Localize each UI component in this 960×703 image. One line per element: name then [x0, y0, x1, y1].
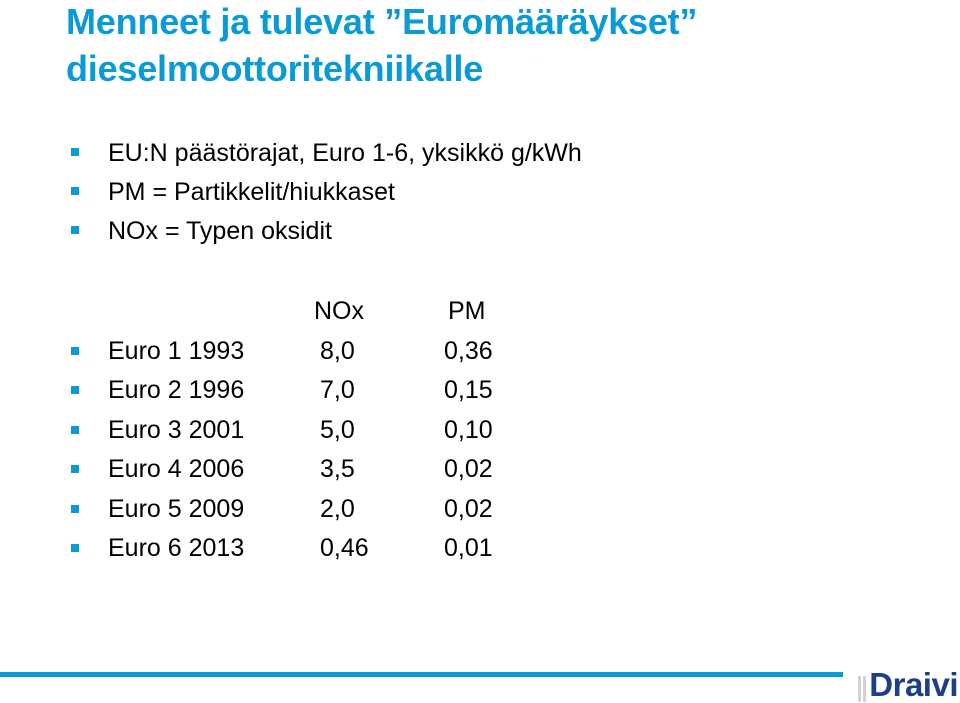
footer-divider [0, 672, 843, 677]
row-label: Euro 6 2013 [108, 534, 245, 562]
square-bullet-icon [71, 226, 79, 234]
row-label: Euro 2 1996 [108, 376, 245, 404]
logo-wordmark: Draivi [869, 666, 958, 703]
square-bullet-icon [71, 187, 79, 195]
slide-title: Menneet ja tulevat ”Euromääräykset” dies… [66, 0, 697, 92]
bullet-item: EU:N päästörajat, Euro 1-6, yksikkö g/kW… [70, 134, 582, 173]
square-bullet-icon [71, 465, 79, 473]
bullet-text: EU:N päästörajat, Euro 1-6, yksikkö g/kW… [108, 139, 582, 167]
pm-value: 0,10 [444, 415, 493, 444]
bullet-list: EU:N päästörajat, Euro 1-6, yksikkö g/kW… [70, 134, 582, 251]
column-header-pm: PM [448, 297, 486, 325]
nox-value: 0,46 [320, 534, 369, 562]
square-bullet-icon [71, 544, 79, 552]
square-bullet-icon [71, 425, 79, 434]
slide-title-line-2: dieselmoottoritekniikalle [66, 48, 484, 89]
square-bullet-icon [71, 148, 79, 156]
slide-title-line-1: Menneet ja tulevat ”Euromääräykset” [66, 1, 698, 42]
square-bullet-icon [71, 386, 79, 394]
pm-value: 0,15 [444, 376, 493, 404]
bullet-item: PM = Partikkelit/hiukkaset [70, 173, 582, 212]
logo-stripes-icon [858, 676, 868, 702]
row-label: Euro 5 2009 [108, 494, 245, 523]
bullet-text: NOx = Typen oksidit [108, 217, 332, 245]
column-header-nox: NOx [314, 297, 364, 325]
pm-value: 0,01 [444, 534, 493, 562]
nox-value: 7,0 [320, 376, 355, 404]
nox-value: 8,0 [320, 336, 355, 365]
square-bullet-icon [71, 504, 79, 513]
pm-value: 0,36 [444, 336, 493, 365]
row-label: Euro 4 2006 [108, 455, 245, 483]
bullet-item: NOx = Typen oksidit [70, 212, 582, 251]
nox-value: 5,0 [320, 415, 355, 444]
nox-value: 3,5 [320, 455, 355, 483]
pm-value: 0,02 [444, 455, 493, 483]
draivi-logo: Draivi [858, 665, 958, 702]
nox-value: 2,0 [320, 494, 355, 523]
row-label: Euro 1 1993 [108, 336, 245, 365]
square-bullet-icon [71, 346, 79, 355]
pm-value: 0,02 [444, 494, 493, 523]
row-label: Euro 3 2001 [108, 415, 245, 444]
bullet-text: PM = Partikkelit/hiukkaset [108, 178, 395, 206]
